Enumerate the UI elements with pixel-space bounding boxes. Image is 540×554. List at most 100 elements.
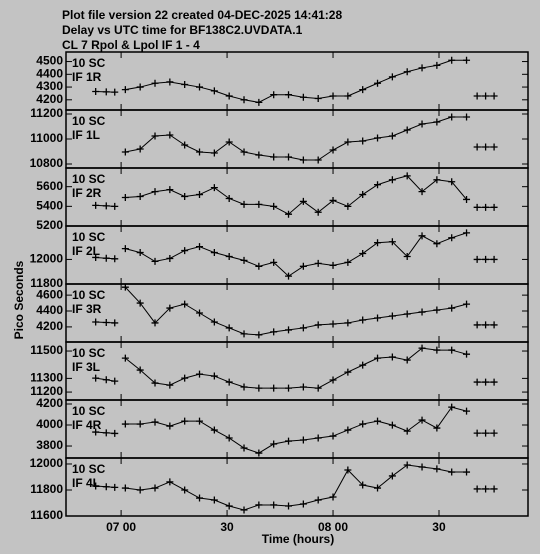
panel-label: IF 4L: [72, 476, 100, 490]
title-line: CL 7 Rpol & Lpol IF 1 - 4: [62, 38, 200, 52]
x-tick-label: 07 00: [106, 520, 136, 534]
data-point: [225, 378, 233, 386]
data-point: [490, 143, 498, 151]
data-point: [270, 501, 278, 509]
data-point: [102, 88, 110, 96]
data-point: [418, 64, 426, 72]
data-point: [448, 234, 456, 242]
data-point: [344, 258, 352, 266]
data-point: [374, 484, 382, 492]
data-point: [121, 420, 129, 428]
data-point: [136, 420, 144, 428]
data-point: [299, 500, 307, 508]
data-point: [111, 377, 119, 385]
data-point: [181, 81, 189, 89]
data-point: [166, 78, 174, 86]
data-point: [255, 449, 263, 457]
data-point: [166, 254, 174, 262]
data-point: [374, 134, 382, 142]
data-point: [473, 143, 481, 151]
data-point: [482, 378, 490, 386]
data-point: [433, 240, 441, 248]
data-point: [344, 426, 352, 434]
data-point: [473, 203, 481, 211]
data-point: [418, 463, 426, 471]
data-point: [111, 483, 119, 491]
data-point: [403, 310, 411, 318]
data-point: [285, 153, 293, 161]
data-point: [102, 429, 110, 437]
data-point: [240, 444, 248, 452]
data-line: [125, 406, 467, 454]
data-point: [196, 148, 204, 156]
data-point: [448, 346, 456, 354]
y-tick-label: 4200: [36, 319, 63, 333]
data-point: [181, 374, 189, 382]
data-point: [482, 485, 490, 493]
data-point: [359, 86, 367, 94]
data-point: [92, 88, 100, 96]
y-tick-label: 4200: [36, 92, 63, 106]
data-point: [270, 91, 278, 99]
y-tick-label: 4000: [36, 417, 63, 431]
data-point: [388, 73, 396, 81]
panel-source: 10 SC: [72, 346, 106, 360]
data-point: [329, 376, 337, 384]
data-point: [225, 434, 233, 442]
data-point: [270, 202, 278, 210]
data-point: [136, 83, 144, 91]
data-point: [240, 383, 248, 391]
y-tick-label: 11800: [30, 482, 63, 496]
data-point: [210, 496, 218, 504]
data-point: [285, 210, 293, 218]
data-point: [433, 61, 441, 69]
data-point: [181, 300, 189, 308]
data-point: [374, 79, 382, 87]
data-point: [181, 193, 189, 201]
data-point: [314, 496, 322, 504]
data-point: [448, 56, 456, 64]
data-point: [388, 176, 396, 184]
data-point: [121, 283, 129, 291]
data-point: [92, 482, 100, 490]
data-point: [166, 478, 174, 486]
y-tick-label: 12000: [30, 456, 64, 470]
data-point: [92, 318, 100, 326]
data-point: [314, 321, 322, 329]
data-point: [196, 417, 204, 425]
panel-source: 10 SC: [72, 172, 106, 186]
panel-label: IF 3L: [72, 360, 100, 374]
data-point: [181, 486, 189, 494]
data-point: [482, 92, 490, 100]
data-point: [166, 186, 174, 194]
data-point: [111, 319, 119, 327]
panel-label: IF 3R: [72, 302, 102, 316]
y-tick-label: 5400: [36, 199, 63, 213]
data-point: [329, 261, 337, 269]
data-point: [210, 149, 218, 157]
data-point: [181, 247, 189, 255]
data-point: [463, 195, 471, 203]
data-point: [490, 321, 498, 329]
data-point: [473, 321, 481, 329]
x-axis-label: Time (hours): [262, 532, 334, 546]
data-point: [166, 381, 174, 389]
data-point: [196, 309, 204, 317]
y-tick-label: 12000: [30, 252, 64, 266]
data-point: [388, 421, 396, 429]
data-point: [299, 324, 307, 332]
data-point: [418, 120, 426, 128]
data-point: [255, 262, 263, 270]
data-point: [374, 354, 382, 362]
data-point: [299, 197, 307, 205]
data-point: [433, 176, 441, 184]
data-point: [255, 200, 263, 208]
panel-source: 10 SC: [72, 56, 106, 70]
data-point: [240, 148, 248, 156]
data-point: [490, 203, 498, 211]
panel-label: IF 4R: [72, 418, 102, 432]
data-point: [210, 426, 218, 434]
data-point: [225, 502, 233, 510]
y-tick-label: 10800: [30, 156, 64, 170]
panel-label: IF 1L: [72, 128, 100, 142]
